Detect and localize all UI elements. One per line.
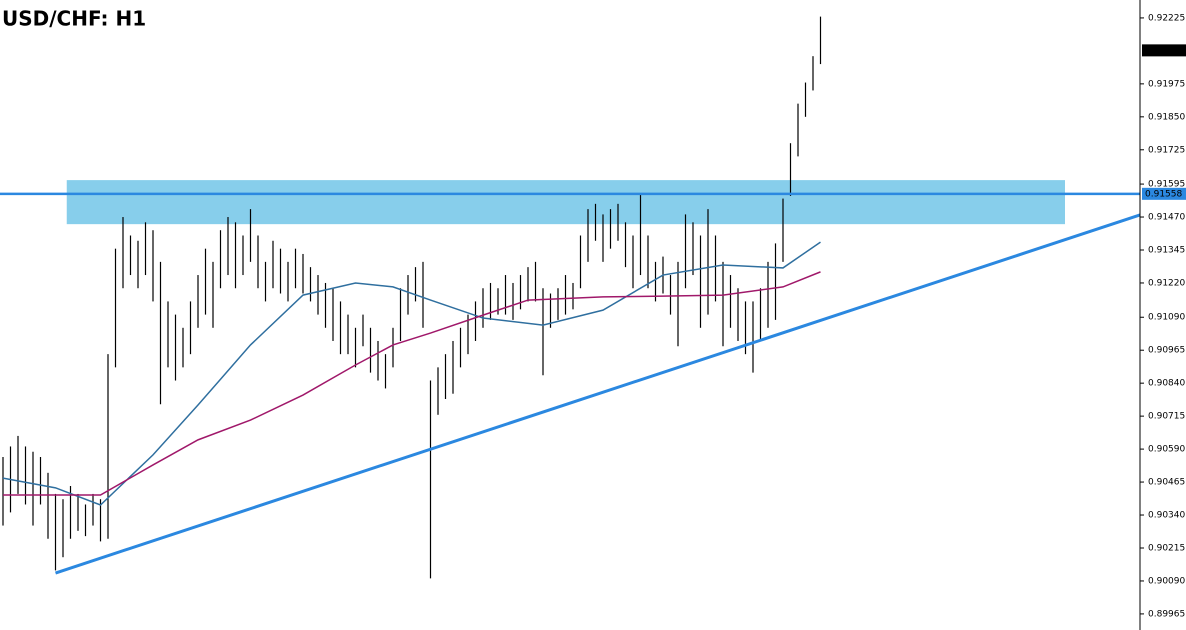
y-tick-label: 0.91470 [1148,213,1185,223]
y-tick-label: 0.90465 [1148,478,1185,488]
y-tick-label: 0.90340 [1148,511,1185,521]
y-tick-label: 0.90215 [1148,543,1185,553]
last-price-label: 0.92102 [1145,46,1182,56]
y-tick-label: 0.91595 [1148,180,1185,190]
y-tick-label: 0.92225 [1148,13,1185,23]
resistance-zone [66,180,1065,225]
trendline [55,213,1141,575]
y-tick-label: 0.90715 [1148,412,1185,422]
y-tick-label: 0.90840 [1148,379,1185,389]
y-tick-label: 0.91850 [1148,112,1185,122]
y-tick-label: 0.91345 [1148,245,1185,255]
y-tick-label: 0.90965 [1148,346,1185,356]
y-tick-label: 0.91090 [1148,313,1185,323]
y-tick-label: 0.91220 [1148,278,1185,288]
y-tick-label: 0.91725 [1148,145,1185,155]
y-tick-label: 0.89965 [1148,609,1185,619]
moving-average [2,241,821,506]
chart-title: USD/CHF: H1 [2,7,146,31]
y-tick-label: 0.90590 [1148,445,1185,455]
last-price-label-box [1142,44,1186,57]
y-tick-label: 0.90090 [1148,576,1185,586]
y-tick-label: 0.91975 [1148,79,1185,89]
level-label-box [1142,187,1186,200]
moving-average [3,271,821,496]
level-label: 0.91558 [1145,189,1182,199]
